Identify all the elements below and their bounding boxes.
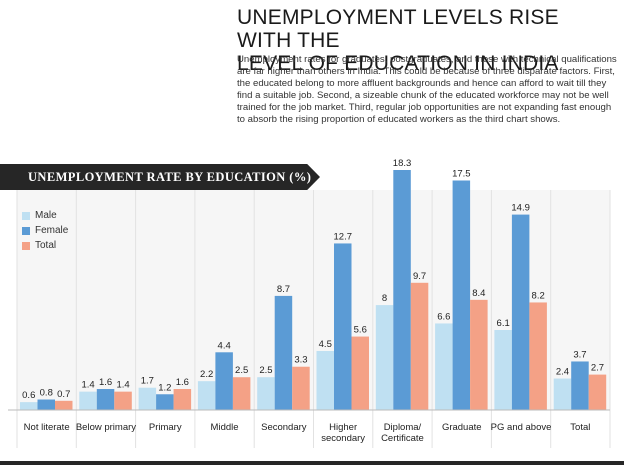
data-label: 3.7 — [573, 349, 586, 360]
data-label: 2.5 — [235, 365, 248, 376]
data-label: 6.6 — [437, 311, 450, 322]
legend-label-total: Total — [35, 240, 57, 251]
bar-male — [316, 350, 334, 410]
bottom-rule — [0, 461, 624, 465]
bar-total — [232, 377, 251, 410]
data-label: 14.9 — [511, 203, 530, 214]
data-label: 8.7 — [277, 284, 290, 295]
bar-female — [37, 399, 55, 410]
bar-male — [197, 381, 216, 410]
bar-female — [393, 170, 411, 410]
data-label: 8.2 — [532, 290, 545, 301]
legend-label-female: Female — [35, 225, 69, 236]
category-label: Certificate — [381, 433, 424, 444]
data-label: 0.7 — [57, 389, 70, 400]
data-label: 5.6 — [354, 325, 367, 336]
bar-male — [375, 305, 394, 410]
data-label: 18.3 — [393, 158, 412, 169]
legend-swatch-male — [22, 211, 30, 220]
data-label: 0.6 — [22, 390, 35, 401]
data-label: 1.7 — [141, 376, 154, 387]
bar-total — [588, 374, 607, 410]
headline-line-2: LEVEL OF EDUCATION IN INDIA — [237, 52, 559, 75]
bar-total — [470, 299, 488, 410]
bar-male — [257, 377, 275, 410]
data-label: 1.4 — [116, 380, 129, 391]
data-label: 1.4 — [81, 380, 94, 391]
chart-legend: Male Female Total — [22, 208, 68, 253]
chart-title: UNEMPLOYMENT RATE BY EDUCATION (%) — [28, 170, 312, 184]
bar-total — [529, 302, 547, 410]
bar-total — [292, 366, 310, 410]
data-label: 6.1 — [497, 318, 510, 329]
bar-male — [494, 330, 512, 410]
legend-item-female: Female — [22, 223, 68, 238]
bar-female — [274, 295, 293, 410]
data-label: 3.3 — [294, 355, 307, 366]
data-label: 0.8 — [40, 388, 53, 399]
category-label: Total — [570, 422, 590, 433]
bar-total — [173, 389, 192, 410]
bar-male — [138, 387, 157, 410]
bar-male — [79, 391, 97, 410]
bar-female — [511, 214, 530, 410]
legend-item-total: Total — [22, 238, 68, 253]
data-label: 8 — [382, 293, 387, 304]
chart-title-banner: UNEMPLOYMENT RATE BY EDUCATION (%) — [0, 164, 320, 190]
bar-male — [553, 378, 572, 410]
bar-total — [55, 400, 73, 410]
category-label: Below primary — [76, 422, 136, 433]
category-label: Middle — [211, 422, 239, 433]
data-label: 8.4 — [472, 288, 485, 299]
bar-total — [351, 336, 369, 410]
legend-swatch-total — [22, 241, 30, 250]
bar-female — [156, 394, 174, 410]
bar-female — [334, 243, 352, 410]
category-label: Secondary — [261, 422, 307, 433]
bar-male — [435, 323, 453, 410]
data-label: 2.5 — [259, 365, 272, 376]
article-body: Unemployment rates for graduates, postgr… — [237, 54, 617, 125]
category-label: Higher — [329, 422, 357, 433]
category-panel — [135, 190, 195, 410]
bar-total — [114, 391, 132, 410]
data-label: 1.2 — [158, 382, 171, 393]
bar-female — [96, 389, 115, 410]
bar-male — [20, 402, 38, 410]
legend-item-male: Male — [22, 208, 68, 223]
legend-swatch-female — [22, 226, 30, 235]
data-label: 12.7 — [334, 231, 353, 242]
bar-total — [410, 282, 429, 410]
data-label: 1.6 — [99, 377, 112, 388]
data-label: 2.4 — [556, 367, 569, 378]
bar-female — [452, 180, 471, 410]
data-label: 1.6 — [176, 377, 189, 388]
category-label: Diploma/ — [384, 422, 422, 433]
category-panel — [76, 190, 136, 410]
data-label: 2.2 — [200, 369, 213, 380]
bar-female — [215, 352, 233, 410]
data-label: 9.7 — [413, 271, 426, 282]
data-label: 2.7 — [591, 363, 604, 374]
data-label: 4.4 — [218, 340, 231, 351]
data-label: 4.5 — [319, 339, 332, 350]
headline: UNEMPLOYMENT LEVELS RISE WITH THE LEVEL … — [237, 6, 617, 75]
headline-line-1: UNEMPLOYMENT LEVELS RISE WITH THE — [237, 6, 559, 52]
legend-label-male: Male — [35, 210, 57, 221]
category-label: Graduate — [442, 422, 482, 433]
category-label: Primary — [149, 422, 182, 433]
bar-female — [571, 361, 589, 410]
data-label: 17.5 — [452, 168, 471, 179]
category-label: PG and above — [491, 422, 552, 433]
category-label: secondary — [321, 433, 365, 444]
category-label: Not literate — [24, 422, 70, 433]
